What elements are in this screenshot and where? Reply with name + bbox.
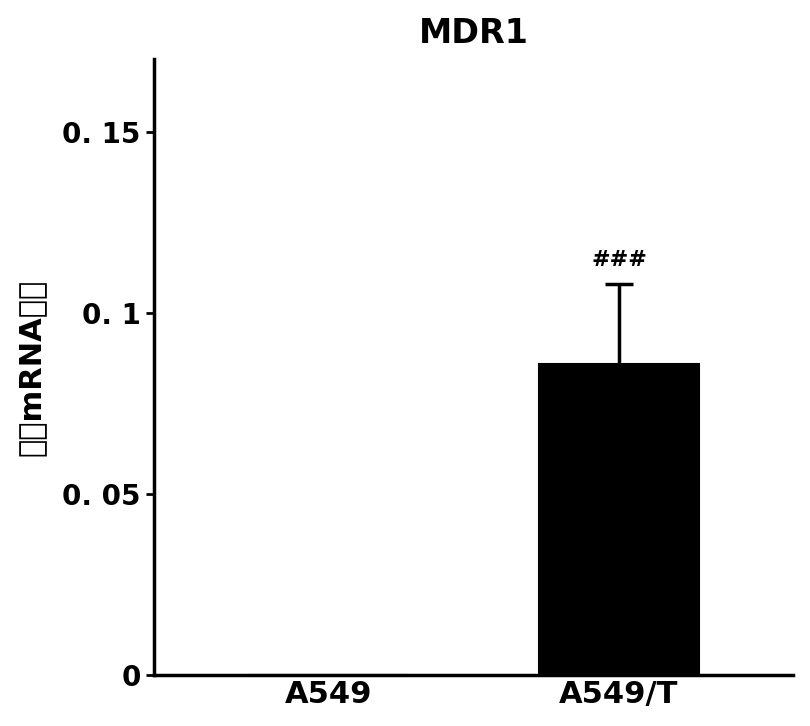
Title: MDR1: MDR1 — [419, 17, 529, 49]
Y-axis label: 相对mRNA水平: 相对mRNA水平 — [17, 279, 45, 456]
Bar — [539, 364, 699, 675]
Text: ###: ### — [591, 250, 647, 269]
